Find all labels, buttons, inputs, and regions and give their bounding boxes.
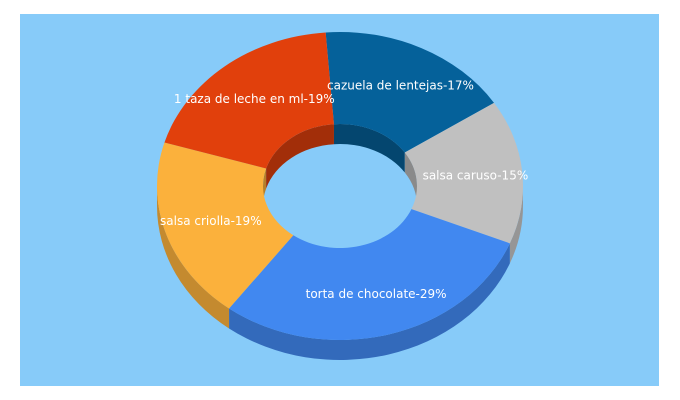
slice-salsa-caruso-15[interactable]: [404, 102, 524, 244]
slice-torta-de-chocolate-29[interactable]: [229, 209, 510, 340]
slice-labels: cazuela de lentejas-17% salsa caruso-15% t…: [160, 79, 528, 301]
slice-label-1-taza-de-leche-en-ml-19: 1 taza de leche en ml-19%: [174, 92, 335, 106]
slice-inner-wall-salsa-caruso-15: [404, 152, 417, 206]
donut-chart: cazuela de lentejas-17% salsa caruso-15% t…: [156, 31, 528, 360]
slice-sides: [157, 123, 523, 360]
chart-frame: cazuela de lentejas-17% salsa caruso-15% t…: [20, 14, 659, 386]
slice-label-salsa-caruso-15: salsa caruso-15%: [423, 168, 529, 182]
slice-inner-wall-1-taza-de-leche-en-ml-19: [266, 124, 334, 189]
slice-label-salsa-criolla-19: salsa criolla-19%: [160, 214, 262, 228]
slice-label-cazuela-de-lentejas-17: cazuela de lentejas-17%: [327, 79, 474, 93]
slice-salsa-criolla-19[interactable]: [156, 142, 294, 309]
slice-side-torta-de-chocolate-29: [229, 243, 510, 360]
slice-side-salsa-caruso-15: [509, 186, 523, 264]
slice-inner-wall-cazuela-de-lentejas-17: [333, 123, 405, 173]
slice-1-taza-de-leche-en-ml-19[interactable]: [164, 32, 334, 169]
slice-cazuela-de-lentejas-17[interactable]: [325, 31, 495, 153]
slice-tops: [156, 31, 524, 340]
slice-side-salsa-criolla-19: [157, 186, 230, 329]
slice-label-torta-de-chocolate-29: torta de chocolate-29%: [306, 287, 447, 301]
